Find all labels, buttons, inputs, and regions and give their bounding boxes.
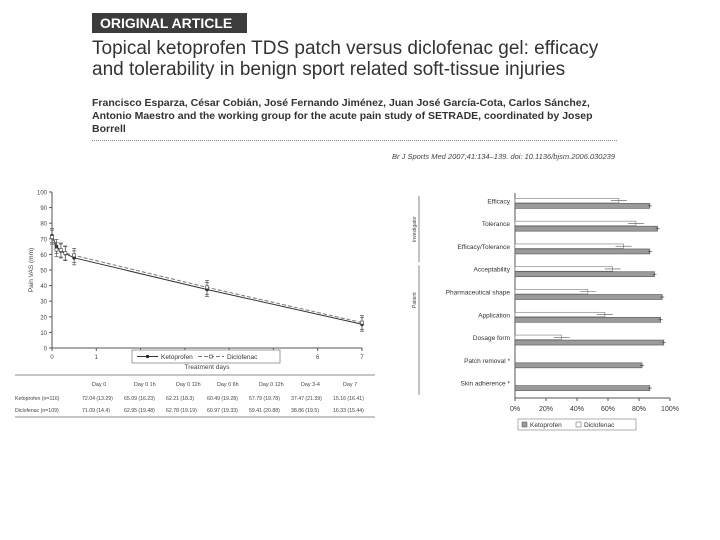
category-label: Skin adherence * [460, 381, 510, 388]
group-label-investigator: Investigator [412, 216, 418, 242]
category-label: Pharmaceutical shape [446, 290, 511, 297]
table-cell: 71.09 (14.4) [82, 408, 110, 414]
bar-legend-label-ketoprofen: Ketoprofen [530, 422, 562, 429]
table-cell: 62.78 (19.19) [166, 408, 197, 414]
y-tick-label: 80 [40, 222, 47, 228]
table-header-cell: Day 0 6h [217, 382, 239, 388]
bar-diclofenac [514, 243, 624, 249]
y-tick-label: 90 [40, 206, 47, 212]
data-point-diclofenac [59, 248, 63, 252]
category-label: Application [478, 312, 510, 319]
bar-ketoprofen [514, 271, 655, 278]
table-header-cell: Day 0 [92, 382, 106, 388]
y-tick-label: 10 [40, 331, 47, 337]
table-cell: 65.09 (16.23) [124, 396, 155, 402]
table-header-cell: Day 0 12h [176, 382, 201, 388]
x-tick-label: 1 [95, 355, 99, 361]
bar-ketoprofen [514, 294, 663, 300]
x-tick-label: 7 [360, 355, 364, 361]
author-list: Francisco Esparza, César Cobián, José Fe… [92, 97, 632, 136]
data-point-diclofenac [72, 253, 76, 258]
category-label: Tolerance [482, 221, 511, 228]
bar-x-tick-label: 100% [661, 406, 679, 413]
table-cell: 57.79 (19.78) [249, 396, 280, 402]
bar-ketoprofen [514, 225, 658, 232]
y-tick-label: 0 [44, 347, 48, 353]
authors-line-3: Borrell [92, 123, 126, 135]
y-tick-label: 30 [40, 300, 47, 306]
legend-swatch-diclofenac [575, 421, 582, 428]
legend-label-ketoprofen: Ketoprofen [161, 354, 193, 361]
table-cell: 62.95 (19.48) [124, 408, 155, 414]
table-header-cell: Day 3-4 [301, 382, 320, 388]
table-cell: 72.04 (13.29) [82, 396, 113, 402]
table-row-label: Ketoprofen (n=116) [15, 396, 60, 402]
dotted-divider [92, 140, 617, 141]
bar-ketoprofen [514, 203, 651, 209]
table-cell: 59.41 (20.88) [249, 408, 280, 414]
category-label: Efficacy [487, 198, 510, 205]
x-axis-title: Treatment days [185, 364, 231, 371]
table-row-label: Diclofenac (n=109) [15, 408, 59, 414]
table-cell: 16.33 (15.44) [333, 408, 364, 414]
bar-diclofenac [514, 220, 637, 226]
bar-diclofenac [514, 266, 613, 272]
bar-x-tick-label: 0% [510, 406, 520, 413]
article-type-banner: ORIGINAL ARTICLE [92, 13, 247, 33]
data-point-diclofenac [360, 320, 364, 325]
category-label: Efficacy/Tolerance [457, 244, 510, 251]
data-point-diclofenac [63, 251, 68, 255]
legend-marker-diclofenac [209, 354, 213, 359]
authors-line-1: Francisco Esparza, César Cobián, José Fe… [92, 97, 590, 109]
table-header-cell: Day 0 1h [134, 382, 156, 388]
table-cell: 37.47 (21.39) [291, 396, 322, 402]
bar-ketoprofen [514, 248, 651, 255]
bar-x-tick-label: 20% [539, 406, 553, 413]
bar-ketoprofen [514, 362, 643, 369]
series-line-diclofenac [51, 236, 363, 324]
y-tick-label: 40 [40, 284, 47, 290]
table-header-cell: Day 0 12h [259, 382, 284, 388]
y-tick-label: 100 [37, 191, 48, 197]
data-point-diclofenac [50, 235, 54, 239]
data-point-diclofenac [205, 285, 209, 290]
table-cell: 62.21 (18.3) [166, 396, 194, 402]
x-tick-label: 0 [50, 355, 54, 361]
data-point-diclofenac [54, 247, 59, 252]
y-tick-label: 20 [40, 315, 47, 321]
bar-legend-label-diclofenac: Diclofenac [584, 422, 615, 429]
y-axis-title: Pain VAS (mm) [28, 248, 35, 292]
table-cell: 60.49 (19.28) [207, 396, 238, 402]
article-title: Topical ketoprofen TDS patch versus dicl… [92, 38, 632, 80]
table-header-cell: Day 7 [343, 382, 357, 388]
table-cell: 38.86 (19.5) [291, 408, 319, 414]
bar-ketoprofen [514, 339, 665, 346]
table-cell: 15.16 (16.41) [333, 396, 364, 402]
authors-line-2: Antonio Maestro and the working group fo… [92, 110, 593, 122]
bar-x-tick-label: 60% [601, 406, 615, 413]
legend-marker-ketoprofen [145, 354, 150, 359]
bar-ketoprofen [514, 316, 661, 323]
bar-diclofenac [514, 311, 606, 318]
bar-x-tick-label: 40% [570, 406, 584, 413]
category-label: Acceptability [474, 267, 511, 274]
title-line-2: and tolerability in benign sport related… [92, 59, 566, 80]
y-tick-label: 70 [40, 237, 47, 243]
title-line-1: Topical ketoprofen TDS patch versus dicl… [92, 38, 599, 59]
bar-ketoprofen [514, 385, 651, 391]
x-tick-label: 6 [316, 355, 320, 361]
y-tick-label: 50 [40, 269, 47, 275]
bar-diclofenac [514, 289, 589, 295]
group-label-patient: Patient [412, 292, 418, 308]
category-label: Dosage form [473, 335, 510, 342]
legend-label-diclofenac: Diclofenac [227, 354, 258, 361]
table-cell: 60.97 (19.33) [207, 408, 238, 414]
bar-x-tick-label: 80% [632, 406, 646, 413]
category-label: Patch removal * [464, 358, 510, 365]
bar-diclofenac [514, 198, 620, 204]
legend-swatch-ketoprofen [521, 421, 528, 428]
y-tick-label: 60 [40, 253, 47, 259]
citation: Br J Sports Med 2007;41:134–139. doi: 10… [392, 152, 615, 161]
